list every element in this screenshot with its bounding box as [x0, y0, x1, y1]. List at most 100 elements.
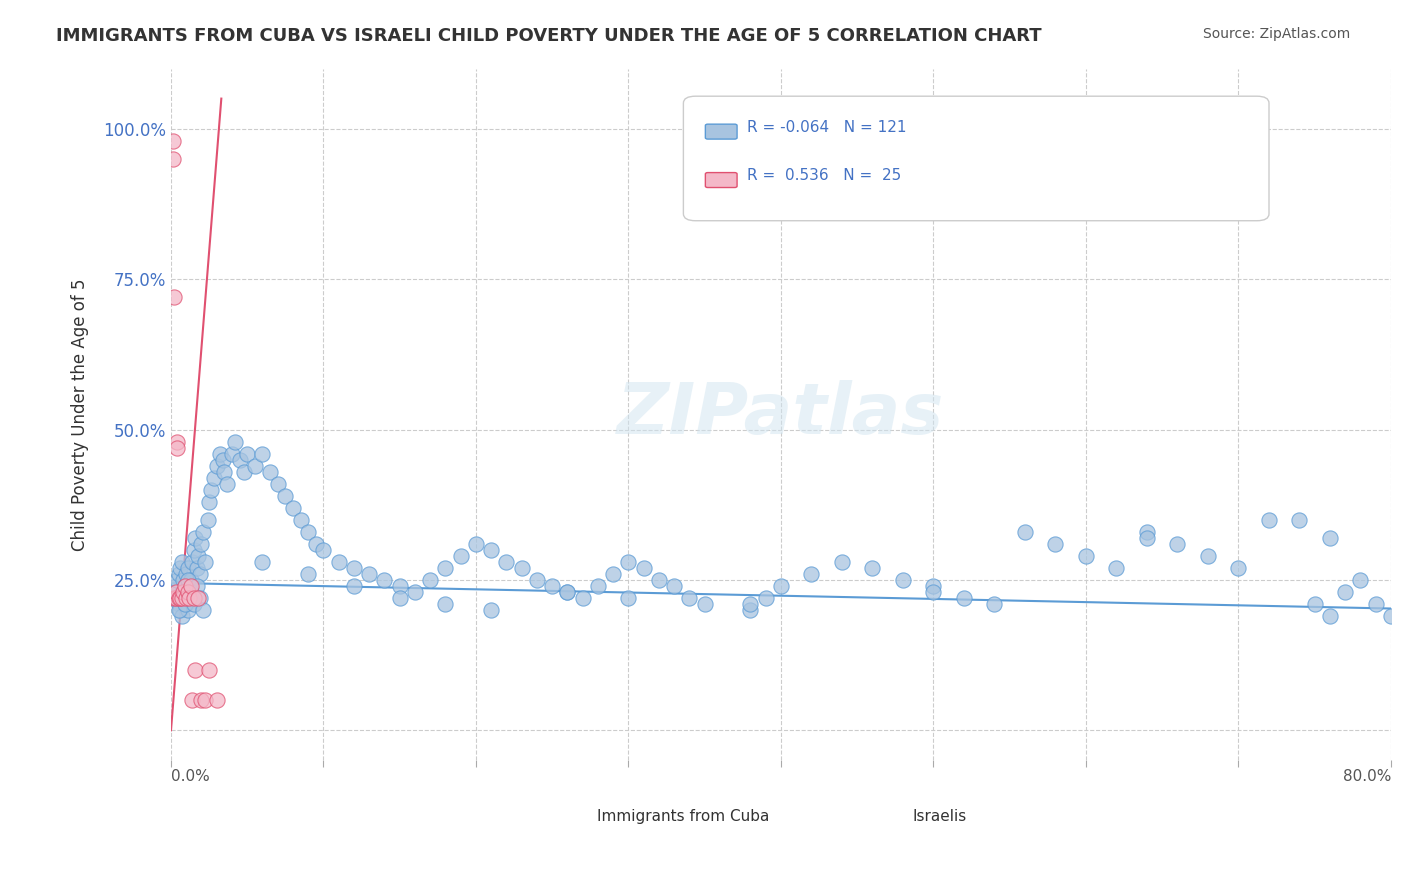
- Text: Source: ZipAtlas.com: Source: ZipAtlas.com: [1202, 27, 1350, 41]
- Text: 80.0%: 80.0%: [1343, 770, 1391, 784]
- Point: [1334, 585, 1357, 599]
- Point: [214, 465, 236, 479]
- Point: [1319, 609, 1341, 624]
- Point: [167, 597, 190, 611]
- Point: [163, 290, 186, 304]
- Point: [617, 555, 640, 569]
- Point: [267, 476, 290, 491]
- Point: [693, 597, 716, 611]
- Point: [252, 555, 274, 569]
- Point: [183, 591, 205, 605]
- Point: [495, 555, 517, 569]
- Point: [169, 591, 191, 605]
- FancyBboxPatch shape: [839, 797, 875, 817]
- Point: [328, 555, 350, 569]
- Point: [166, 573, 188, 587]
- Point: [170, 591, 193, 605]
- Point: [172, 585, 194, 599]
- Point: [224, 434, 246, 449]
- Point: [1258, 513, 1281, 527]
- Point: [891, 573, 914, 587]
- Point: [198, 663, 221, 677]
- Point: [177, 561, 200, 575]
- Point: [571, 591, 593, 605]
- Point: [184, 663, 207, 677]
- Point: [233, 465, 256, 479]
- Point: [179, 585, 201, 599]
- Point: [602, 566, 624, 581]
- Point: [1227, 561, 1250, 575]
- Point: [221, 446, 243, 460]
- Point: [208, 446, 231, 460]
- Point: [343, 579, 366, 593]
- Point: [205, 458, 228, 473]
- Point: [167, 603, 190, 617]
- Point: [211, 452, 233, 467]
- Point: [388, 591, 411, 605]
- Point: [172, 585, 194, 599]
- Point: [297, 566, 319, 581]
- Point: [170, 585, 193, 599]
- Point: [404, 585, 426, 599]
- FancyBboxPatch shape: [706, 124, 737, 139]
- Point: [434, 597, 457, 611]
- Point: [190, 537, 212, 551]
- Point: [740, 603, 762, 617]
- Point: [180, 573, 202, 587]
- Point: [187, 591, 209, 605]
- Point: [557, 585, 579, 599]
- Point: [1197, 549, 1219, 563]
- Point: [165, 591, 187, 605]
- Point: [297, 524, 319, 539]
- Point: [197, 513, 219, 527]
- Point: [1136, 524, 1159, 539]
- Point: [179, 579, 201, 593]
- Point: [180, 591, 202, 605]
- Point: [1319, 531, 1341, 545]
- Point: [1364, 597, 1386, 611]
- Point: [202, 470, 225, 484]
- Text: Immigrants from Cuba: Immigrants from Cuba: [598, 809, 769, 824]
- Point: [769, 579, 792, 593]
- Point: [193, 555, 215, 569]
- Point: [664, 579, 686, 593]
- Point: [167, 591, 190, 605]
- Point: [922, 579, 945, 593]
- Point: [740, 597, 762, 611]
- Point: [190, 693, 212, 707]
- Point: [831, 555, 853, 569]
- Point: [1379, 609, 1402, 624]
- Point: [186, 561, 208, 575]
- FancyBboxPatch shape: [706, 172, 737, 187]
- Point: [1014, 524, 1036, 539]
- Point: [1350, 573, 1372, 587]
- Point: [678, 591, 700, 605]
- Point: [193, 693, 215, 707]
- Point: [174, 597, 197, 611]
- Point: [586, 579, 609, 593]
- Y-axis label: Child Poverty Under the Age of 5: Child Poverty Under the Age of 5: [72, 278, 89, 550]
- Point: [450, 549, 472, 563]
- Point: [305, 537, 328, 551]
- Point: [236, 446, 259, 460]
- Point: [173, 591, 195, 605]
- Point: [173, 597, 195, 611]
- Point: [187, 549, 209, 563]
- Point: [633, 561, 655, 575]
- Point: [755, 591, 778, 605]
- Point: [648, 573, 671, 587]
- Point: [188, 566, 211, 581]
- Point: [343, 561, 366, 575]
- Point: [252, 446, 274, 460]
- Text: R = -0.064   N = 121: R = -0.064 N = 121: [747, 120, 907, 135]
- Point: [228, 452, 250, 467]
- Point: [165, 591, 187, 605]
- Point: [183, 542, 205, 557]
- Point: [1303, 597, 1326, 611]
- Point: [1074, 549, 1097, 563]
- Text: IMMIGRANTS FROM CUBA VS ISRAELI CHILD POVERTY UNDER THE AGE OF 5 CORRELATION CHA: IMMIGRANTS FROM CUBA VS ISRAELI CHILD PO…: [56, 27, 1042, 45]
- Point: [174, 566, 197, 581]
- Point: [165, 585, 187, 599]
- Point: [1136, 531, 1159, 545]
- Point: [186, 579, 208, 593]
